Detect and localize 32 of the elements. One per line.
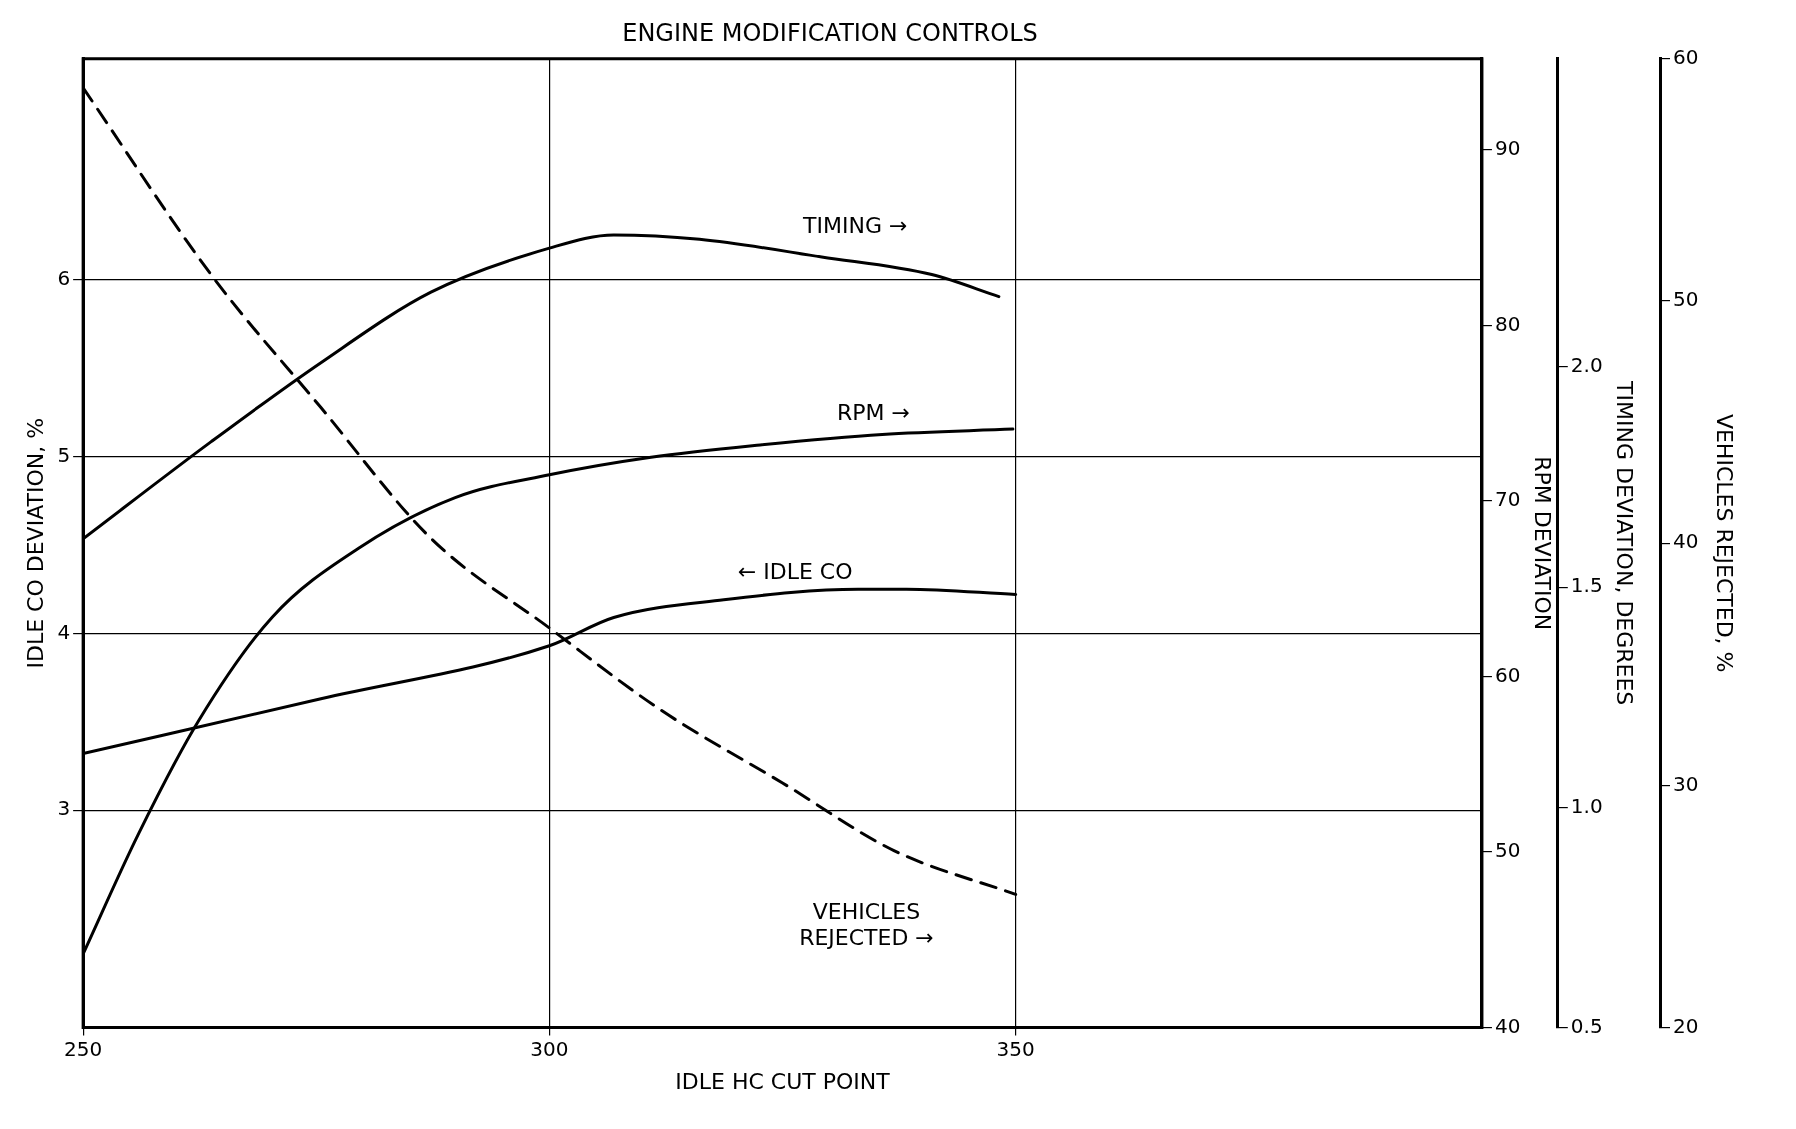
x-tick-label: 250 (64, 1036, 103, 1061)
y3-tick-label: 2.0 (1570, 353, 1603, 378)
y2-tick-label: 90 (1494, 136, 1521, 161)
annotation: VEHICLES REJECTED → (799, 898, 934, 950)
y2-tick-label: 50 (1494, 838, 1521, 863)
y-tick-label: 5 (57, 442, 71, 467)
y2-tick-label: 40 (1494, 1013, 1521, 1038)
y2-tick-label: 60 (1494, 662, 1521, 687)
x-tick-label: 300 (530, 1036, 569, 1061)
y3-tick-label: 1.0 (1570, 793, 1603, 818)
y3-tick-label: 0.5 (1570, 1013, 1603, 1038)
annotation: TIMING → (802, 213, 908, 239)
y2-tick-label: 70 (1494, 487, 1521, 512)
y2-axis-title: RPM DEVIATION (1529, 456, 1555, 631)
y-tick-label: 6 (57, 265, 71, 290)
y-axis-title: VEHICLES REJECTED, % (1712, 413, 1738, 673)
y3-axis-title: TIMING DEVIATION, DEGREES (1612, 380, 1638, 706)
annotation: RPM → (836, 400, 910, 426)
y-tick-label: 3 (57, 796, 71, 821)
y-tick-label: 50 (1673, 287, 1699, 312)
annotation: ← IDLE CO (737, 558, 853, 584)
x-tick-label: 350 (996, 1036, 1035, 1061)
y3-tick-label: 1.5 (1570, 573, 1603, 598)
y-tick-label: 20 (1673, 1013, 1699, 1038)
chart-title: ENGINE MODIFICATION CONTROLS (622, 18, 1038, 47)
y-tick-label: 30 (1673, 771, 1699, 796)
x-axis-title: IDLE HC CUT POINT (675, 1068, 891, 1094)
y-axis-title: IDLE CO DEVIATION, % (22, 417, 48, 669)
y-tick-label: 4 (57, 619, 71, 644)
y-tick-label: 60 (1673, 45, 1699, 69)
y2-tick-label: 80 (1494, 311, 1521, 336)
y-tick-label: 40 (1673, 529, 1699, 554)
